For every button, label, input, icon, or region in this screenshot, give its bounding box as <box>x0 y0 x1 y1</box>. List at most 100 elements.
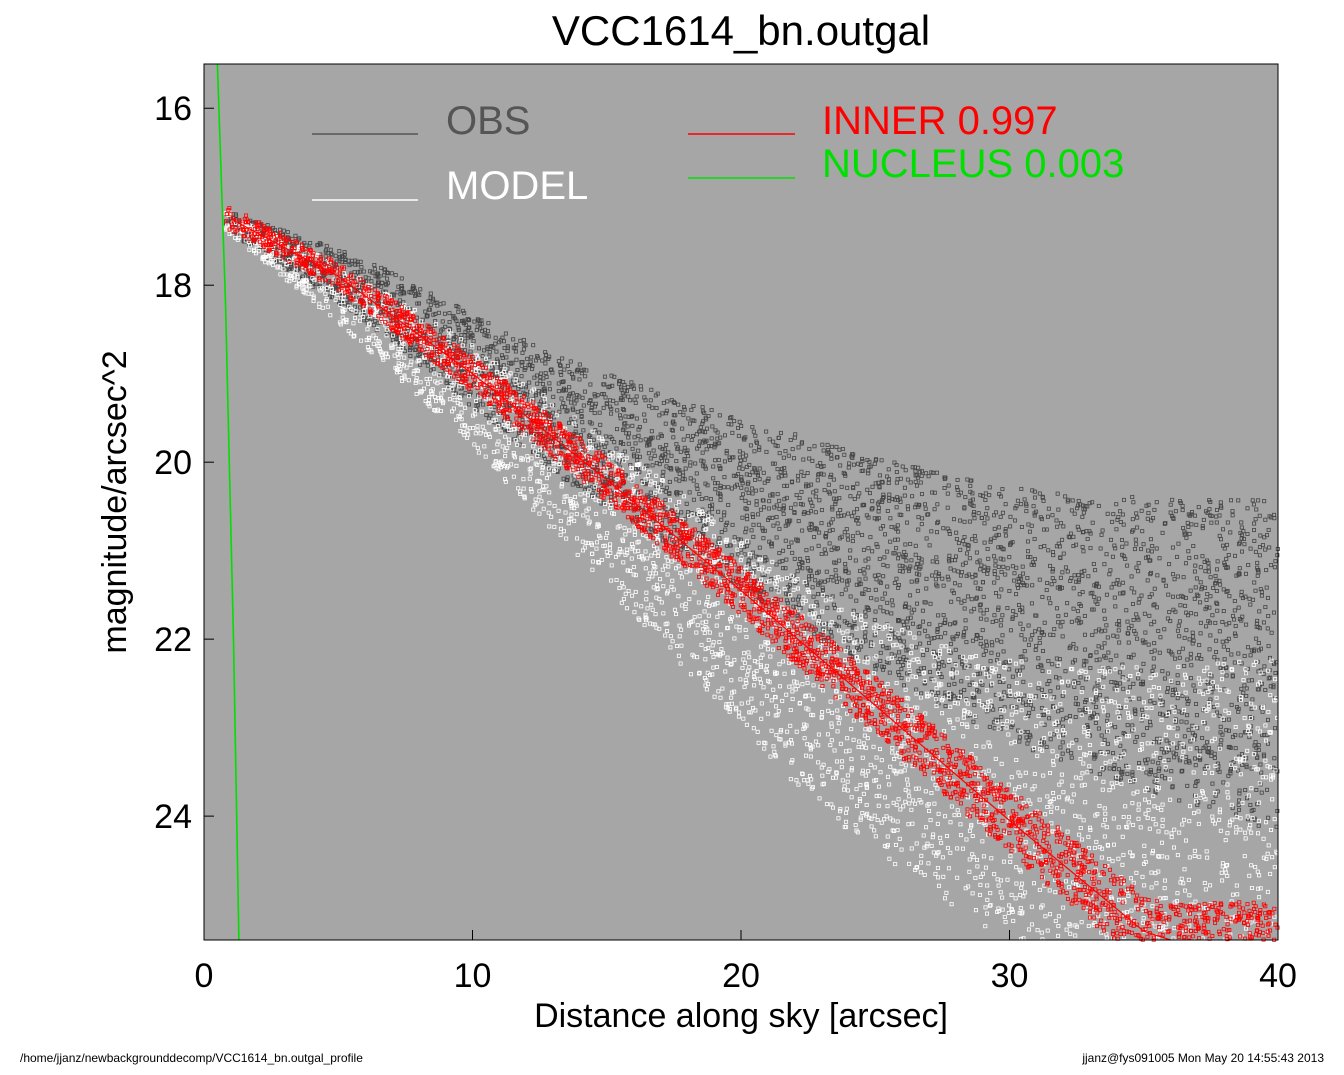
obs-point <box>972 510 977 515</box>
obs-point <box>882 591 887 596</box>
obs-point <box>1266 614 1271 619</box>
obs-point <box>1191 543 1196 548</box>
obs-point <box>1042 620 1047 625</box>
obs-point <box>894 463 899 468</box>
obs-point <box>476 346 481 351</box>
obs-point <box>811 594 816 599</box>
obs-point <box>1129 574 1134 579</box>
obs-point <box>1259 593 1264 598</box>
obs-point <box>603 434 608 439</box>
obs-point <box>981 611 986 616</box>
obs-point <box>913 552 918 557</box>
obs-point <box>1239 752 1244 757</box>
obs-point <box>1050 569 1055 574</box>
obs-point <box>1239 520 1244 525</box>
obs-point <box>1008 524 1013 529</box>
obs-point <box>1262 499 1267 504</box>
obs-point <box>850 452 855 457</box>
obs-point <box>1210 613 1215 618</box>
obs-point <box>1131 681 1136 686</box>
obs-point <box>1233 624 1238 629</box>
obs-point <box>1200 523 1205 528</box>
obs-point <box>542 386 547 391</box>
obs-point <box>519 363 524 368</box>
obs-point <box>1182 734 1187 739</box>
obs-point <box>1032 562 1037 567</box>
obs-point <box>1065 601 1070 606</box>
obs-point <box>688 460 693 465</box>
obs-point <box>913 479 918 484</box>
obs-point <box>878 605 883 610</box>
obs-point <box>1097 772 1102 777</box>
obs-point <box>649 429 654 434</box>
obs-point <box>489 344 494 349</box>
obs-point <box>797 495 802 500</box>
obs-point <box>936 701 941 706</box>
obs-point <box>664 408 669 413</box>
obs-point <box>1134 565 1139 570</box>
obs-point <box>963 626 968 631</box>
obs-point <box>664 442 669 447</box>
obs-point <box>910 465 915 470</box>
obs-point <box>785 483 790 488</box>
obs-point <box>1099 733 1104 738</box>
obs-point <box>959 679 964 684</box>
obs-point <box>1237 788 1242 793</box>
obs-point <box>1041 498 1046 503</box>
obs-point <box>899 676 904 681</box>
obs-point <box>997 594 1002 599</box>
obs-point <box>1025 576 1030 581</box>
obs-point <box>837 615 842 620</box>
obs-point <box>1242 536 1247 541</box>
obs-point <box>822 488 827 493</box>
obs-point <box>601 461 606 466</box>
obs-point <box>823 535 828 540</box>
obs-point <box>428 291 433 296</box>
obs-point <box>1028 702 1033 707</box>
obs-point <box>1047 716 1052 721</box>
obs-point <box>634 416 639 421</box>
obs-point <box>932 490 937 495</box>
obs-point <box>1075 503 1080 508</box>
obs-point <box>1233 633 1238 638</box>
obs-point <box>656 435 661 440</box>
obs-point <box>935 629 940 634</box>
obs-point <box>870 549 875 554</box>
obs-point <box>985 571 990 576</box>
obs-point <box>749 528 754 533</box>
obs-point <box>827 541 832 546</box>
obs-point <box>796 519 801 524</box>
obs-point <box>1125 771 1130 776</box>
obs-point <box>978 608 983 613</box>
obs-point <box>750 425 755 430</box>
obs-point <box>1170 545 1175 550</box>
obs-point <box>796 478 801 483</box>
obs-point <box>1007 684 1012 689</box>
obs-point <box>700 421 705 426</box>
obs-point <box>1083 700 1088 705</box>
obs-point <box>996 607 1001 612</box>
obs-point <box>716 491 721 496</box>
obs-point <box>1017 735 1022 740</box>
obs-point <box>999 715 1004 720</box>
obs-point <box>1074 696 1079 701</box>
obs-point <box>1069 619 1074 624</box>
obs-point <box>456 309 461 314</box>
obs-point <box>985 506 990 511</box>
obs-point <box>1093 720 1098 725</box>
obs-point <box>1256 743 1261 748</box>
obs-point <box>1090 500 1095 505</box>
obs-point <box>782 466 787 471</box>
obs-point <box>694 471 699 476</box>
obs-point <box>379 265 384 270</box>
obs-point <box>1102 737 1107 742</box>
obs-point <box>1017 739 1022 744</box>
obs-point <box>1188 676 1193 681</box>
obs-point <box>1058 521 1063 526</box>
obs-point <box>1229 702 1234 707</box>
obs-point <box>891 551 896 556</box>
obs-point <box>856 461 861 466</box>
obs-point <box>830 594 835 599</box>
obs-point <box>590 402 595 407</box>
obs-point <box>1252 580 1257 585</box>
